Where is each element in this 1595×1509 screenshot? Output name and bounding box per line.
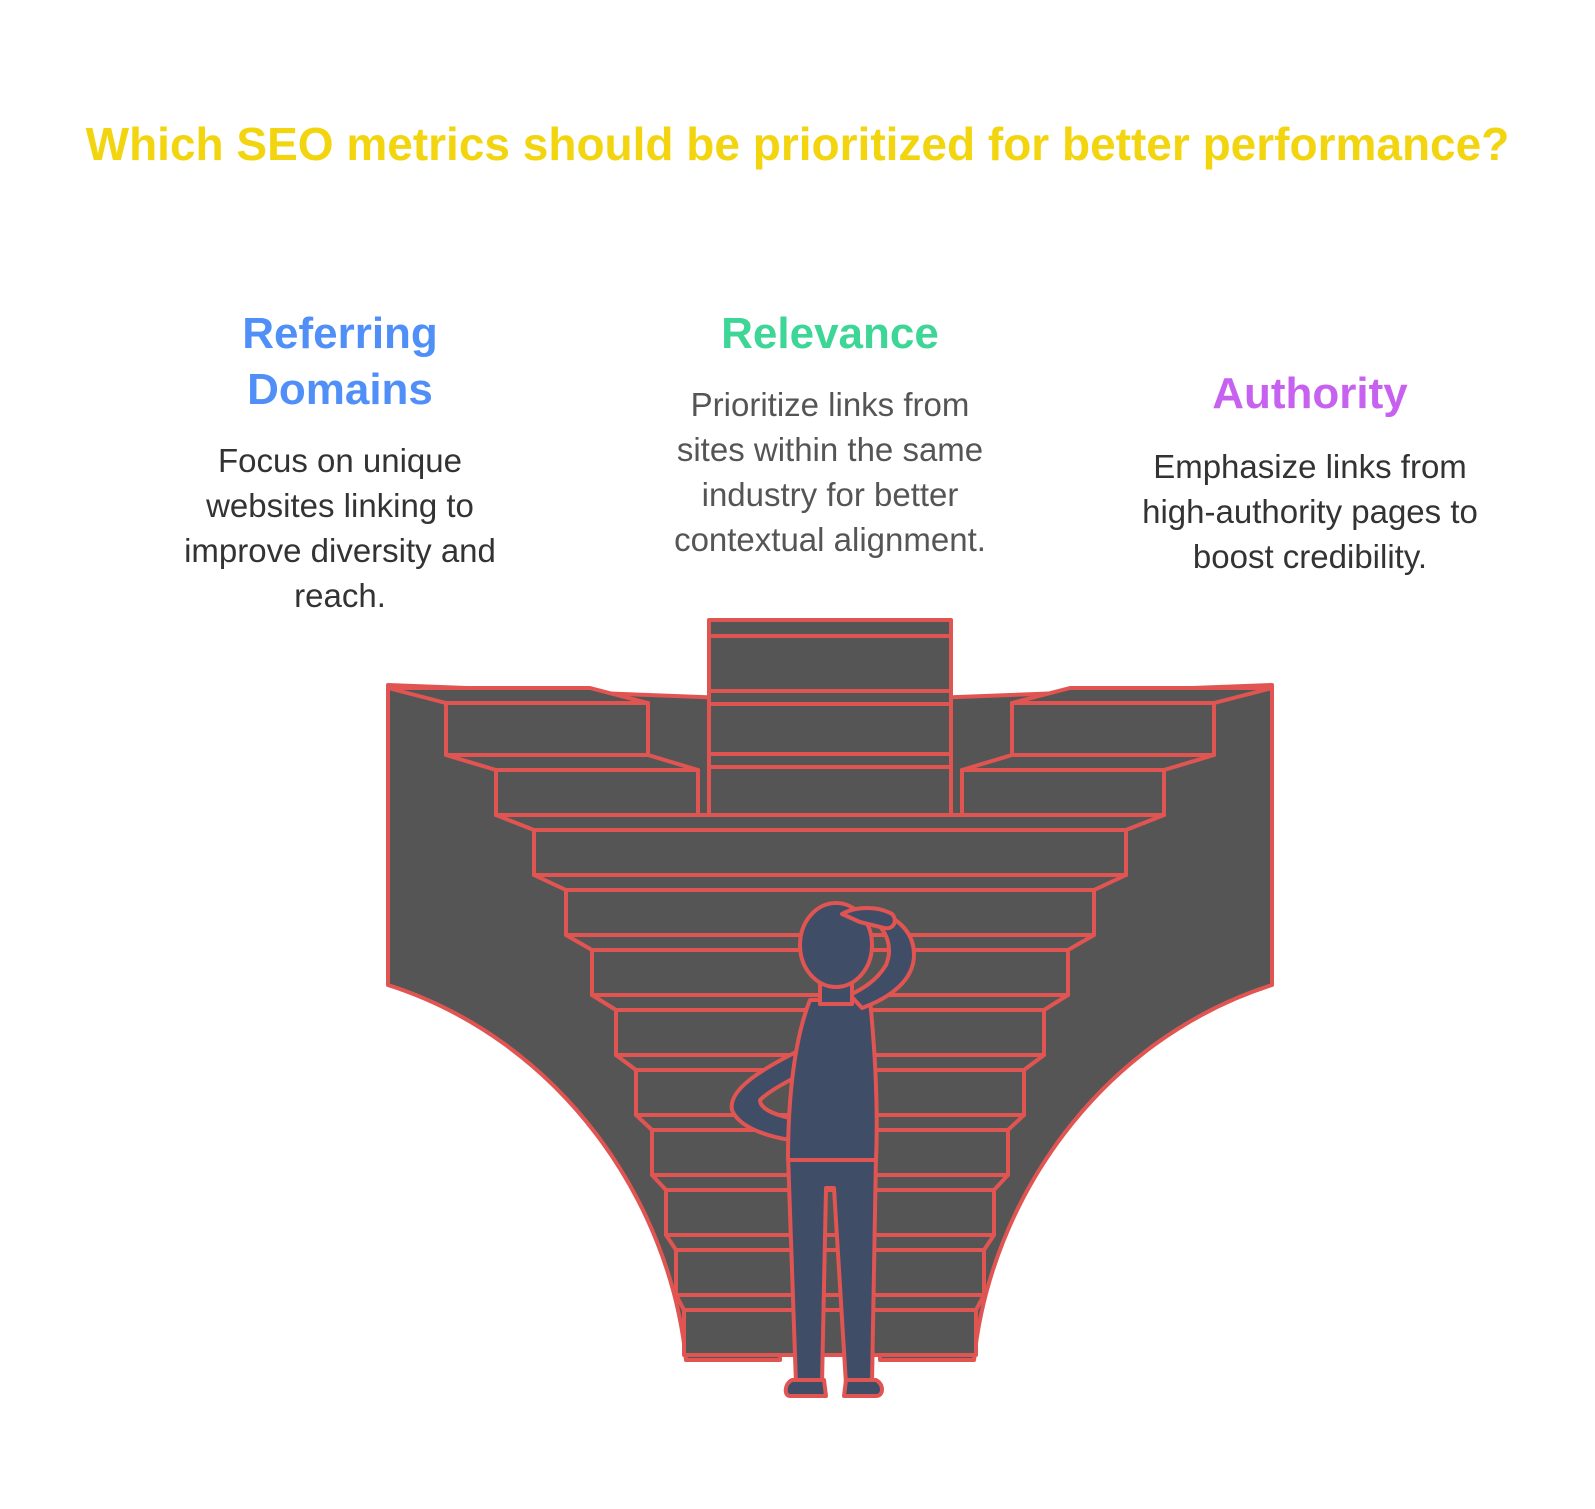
- right-step-top: [960, 753, 1216, 772]
- metric-relevance: Relevance Prioritize links from sites wi…: [630, 306, 1030, 562]
- left-step-1: [444, 701, 650, 757]
- person-shoe-left: [783, 1378, 828, 1398]
- metric-description-line: sites within the same: [676, 431, 984, 468]
- metric-heading-line: Domains: [247, 365, 433, 414]
- center-step-1: [707, 618, 953, 638]
- metric-heading-line: Authority: [1212, 369, 1408, 418]
- left-step-top: [444, 753, 700, 772]
- right-step-1: [1010, 701, 1216, 757]
- metric-description-line: Focus on unique: [217, 442, 462, 479]
- center-step-6: [707, 765, 953, 817]
- person-shoe-right: [842, 1378, 884, 1398]
- main-step-top: [664, 1233, 996, 1252]
- main-step: [664, 1188, 996, 1237]
- metric-authority: Authority Emphasize links from high-auth…: [1100, 366, 1520, 579]
- right-step-2: [960, 768, 1166, 817]
- main-step: [682, 1308, 978, 1357]
- metric-heading-line: Relevance: [721, 309, 939, 358]
- person-torso: [786, 998, 879, 1162]
- person-icon: [729, 901, 916, 1398]
- left-step-2: [494, 768, 700, 817]
- metric-description-line: reach.: [294, 577, 386, 614]
- main-step-top: [494, 813, 1166, 832]
- person-head: [798, 901, 874, 989]
- metric-heading: Relevance: [630, 306, 1030, 362]
- metric-heading: Authority: [1100, 366, 1520, 422]
- metric-description-line: improve diversity and: [184, 532, 496, 569]
- metric-description-line: websites linking to: [206, 487, 474, 524]
- metric-description-line: boost credibility.: [1192, 538, 1428, 575]
- metric-heading: Referring Domains: [140, 306, 540, 418]
- metric-referring-domains: Referring Domains Focus on unique websit…: [140, 306, 540, 618]
- metric-description: Focus on unique websites linking to impr…: [140, 438, 540, 618]
- person-hand: [840, 906, 897, 931]
- page-title: Which SEO metrics should be prioritized …: [85, 118, 1510, 170]
- metric-description-line: industry for better: [701, 476, 959, 513]
- metric-description-line: high-authority pages to: [1142, 493, 1478, 530]
- main-step: [674, 1248, 986, 1297]
- metric-heading-line: Referring: [242, 309, 438, 358]
- metric-description-line: contextual alignment.: [674, 521, 986, 558]
- metric-description-line: Prioritize links from: [690, 386, 970, 423]
- center-step-2: [707, 634, 953, 693]
- main-step-top: [674, 1293, 986, 1312]
- metric-description: Prioritize links from sites within the s…: [630, 382, 1030, 562]
- metric-description: Emphasize links from high-authority page…: [1100, 444, 1520, 579]
- main-step-top: [532, 873, 1128, 892]
- center-step-4: [707, 702, 953, 756]
- metric-description-line: Emphasize links from: [1153, 448, 1467, 485]
- main-step: [532, 828, 1128, 877]
